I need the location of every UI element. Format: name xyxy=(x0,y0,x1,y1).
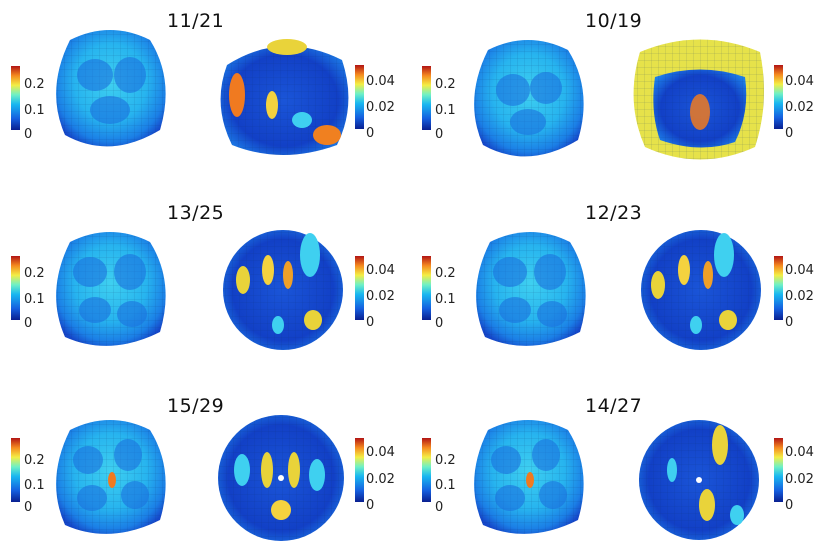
surface-plot-3d xyxy=(474,420,584,534)
panel-title-10-19: 10/19 xyxy=(585,10,643,32)
right-colorbar-tick-high: 0.04 xyxy=(785,74,814,89)
right-colorbar-tick-high: 0.04 xyxy=(366,263,395,278)
right-colorbar-tick-high: 0.04 xyxy=(785,263,814,278)
left-colorbar xyxy=(11,438,20,502)
right-colorbar xyxy=(355,438,364,502)
left-colorbar-tick-high: 0.2 xyxy=(24,453,45,468)
left-colorbar-tick-high: 0.2 xyxy=(24,77,45,92)
left-colorbar-tick-mid: 0.1 xyxy=(435,292,456,307)
left-colorbar xyxy=(422,438,431,502)
panel-title-11-21: 11/21 xyxy=(167,10,225,32)
surface-plot-3d xyxy=(476,232,586,346)
right-colorbar-tick-mid: 0.02 xyxy=(785,472,814,487)
right-colorbar-tick-mid: 0.02 xyxy=(366,472,395,487)
perturbation-plot-3d xyxy=(223,230,343,350)
right-colorbar-tick-high: 0.04 xyxy=(366,74,395,89)
right-colorbar xyxy=(355,65,364,129)
left-colorbar xyxy=(11,66,20,130)
panel-title-12-23: 12/23 xyxy=(585,202,643,224)
right-colorbar-tick-low: 0 xyxy=(366,126,375,141)
panel-title-15-29: 15/29 xyxy=(167,395,225,417)
left-colorbar-tick-mid: 0.1 xyxy=(24,478,45,493)
right-colorbar-tick-high: 0.04 xyxy=(785,445,814,460)
left-colorbar-tick-low: 0 xyxy=(24,500,33,515)
left-colorbar-tick-high: 0.2 xyxy=(435,453,456,468)
left-colorbar-tick-high: 0.2 xyxy=(24,266,45,281)
surface-plot-3d xyxy=(474,40,584,157)
surface-plot-3d xyxy=(56,420,166,534)
left-colorbar-tick-low: 0 xyxy=(435,316,444,331)
right-colorbar xyxy=(774,438,783,502)
panel-title-14-27: 14/27 xyxy=(585,395,643,417)
right-colorbar-tick-mid: 0.02 xyxy=(366,100,395,115)
right-colorbar-tick-mid: 0.02 xyxy=(785,100,814,115)
panel-title-13-25: 13/25 xyxy=(167,202,225,224)
right-colorbar-tick-mid: 0.02 xyxy=(785,289,814,304)
left-colorbar-tick-mid: 0.1 xyxy=(24,292,45,307)
perturbation-plot-3d xyxy=(218,415,344,541)
right-colorbar-tick-low: 0 xyxy=(785,126,794,141)
left-colorbar xyxy=(11,256,20,320)
left-colorbar-tick-low: 0 xyxy=(435,127,444,142)
left-colorbar-tick-mid: 0.1 xyxy=(24,103,45,118)
left-colorbar-tick-mid: 0.1 xyxy=(435,103,456,118)
left-colorbar xyxy=(422,256,431,320)
perturbation-plot-3d xyxy=(639,420,759,540)
surface-plot-3d xyxy=(56,232,166,346)
left-colorbar-tick-low: 0 xyxy=(24,127,33,142)
right-colorbar-tick-mid: 0.02 xyxy=(366,289,395,304)
left-colorbar xyxy=(422,66,431,130)
right-colorbar-tick-low: 0 xyxy=(366,315,375,330)
perturbation-plot-3d xyxy=(633,39,764,160)
left-colorbar-tick-mid: 0.1 xyxy=(435,478,456,493)
right-colorbar-tick-low: 0 xyxy=(366,498,375,513)
right-colorbar xyxy=(355,256,364,320)
right-colorbar-tick-low: 0 xyxy=(785,498,794,513)
right-colorbar xyxy=(774,65,783,129)
right-colorbar xyxy=(774,256,783,320)
perturbation-plot-3d xyxy=(641,230,761,350)
surface-plot-3d xyxy=(56,30,166,147)
right-colorbar-tick-high: 0.04 xyxy=(366,445,395,460)
left-colorbar-tick-high: 0.2 xyxy=(435,266,456,281)
left-colorbar-tick-low: 0 xyxy=(435,500,444,515)
left-colorbar-tick-high: 0.2 xyxy=(435,77,456,92)
right-colorbar-tick-low: 0 xyxy=(785,315,794,330)
perturbation-plot-3d xyxy=(220,39,349,155)
left-colorbar-tick-low: 0 xyxy=(24,316,33,331)
